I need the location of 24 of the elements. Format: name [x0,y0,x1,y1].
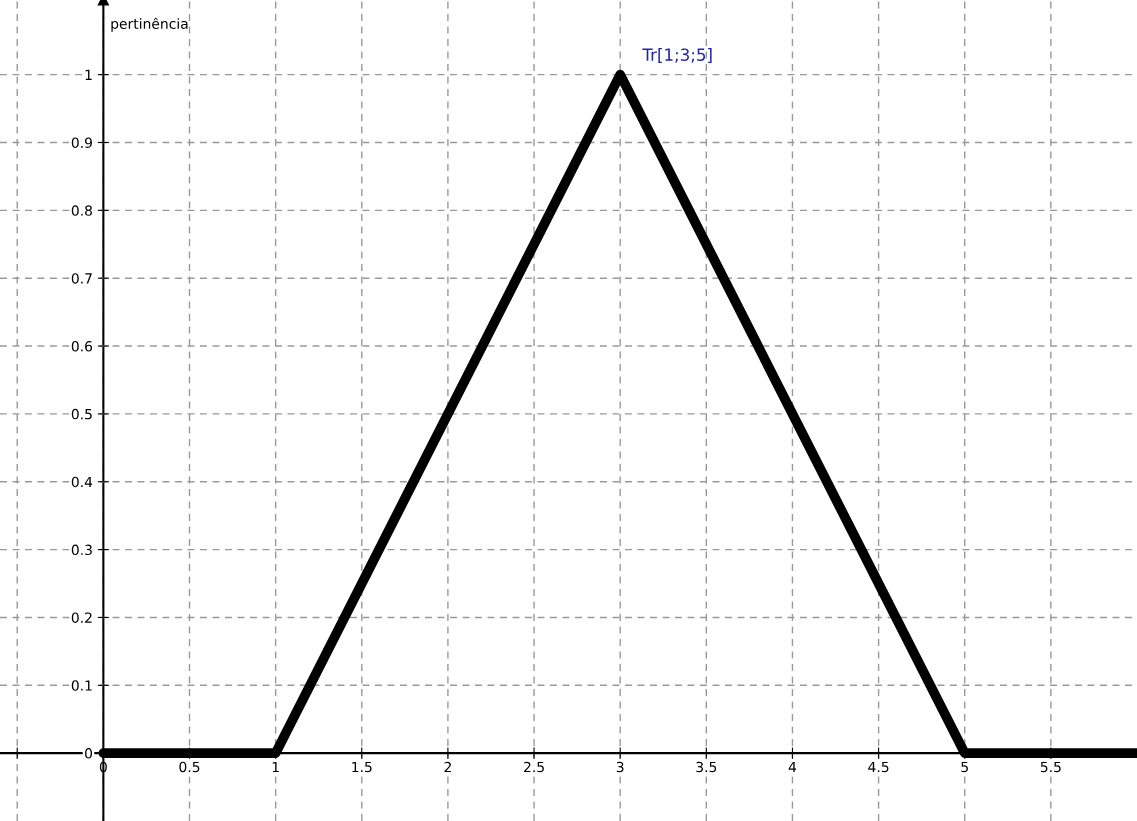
y-tick-label: 0 [85,748,93,759]
y-tick-label: 0.5 [71,408,92,420]
y-tick-label: 0.3 [71,544,92,556]
y-tick-label: 0.6 [71,341,93,352]
x-tick-label: 1.5 [352,761,372,773]
y-tick-label: 0.4 [71,476,93,488]
y-tick-label: 0.1 [71,680,92,691]
x-tick-label: 4 [788,761,797,773]
x-tick-label: 2.5 [524,761,544,773]
y-tick-label: 1 [85,69,92,80]
y-axis-title: pertinência [111,17,188,32]
x-tick-label: 3 [616,761,624,773]
x-tick-label: 0.5 [179,761,200,773]
x-tick-label: 4.5 [868,761,889,773]
x-tick-label: 1 [272,761,279,773]
y-tick-label: 0.9 [71,137,92,148]
x-tick-label: 3.5 [696,761,717,773]
x-tick-label: 5 [961,761,968,773]
x-tick-label: 5.5 [1040,761,1061,773]
y-tick-label: 0.7 [71,273,92,284]
y-tick-label: 0.8 [71,205,92,216]
x-tick-label: 2 [444,761,451,773]
y-tick-label: 0.2 [71,612,92,623]
annotation: Tr[1;3;5] [642,48,712,63]
